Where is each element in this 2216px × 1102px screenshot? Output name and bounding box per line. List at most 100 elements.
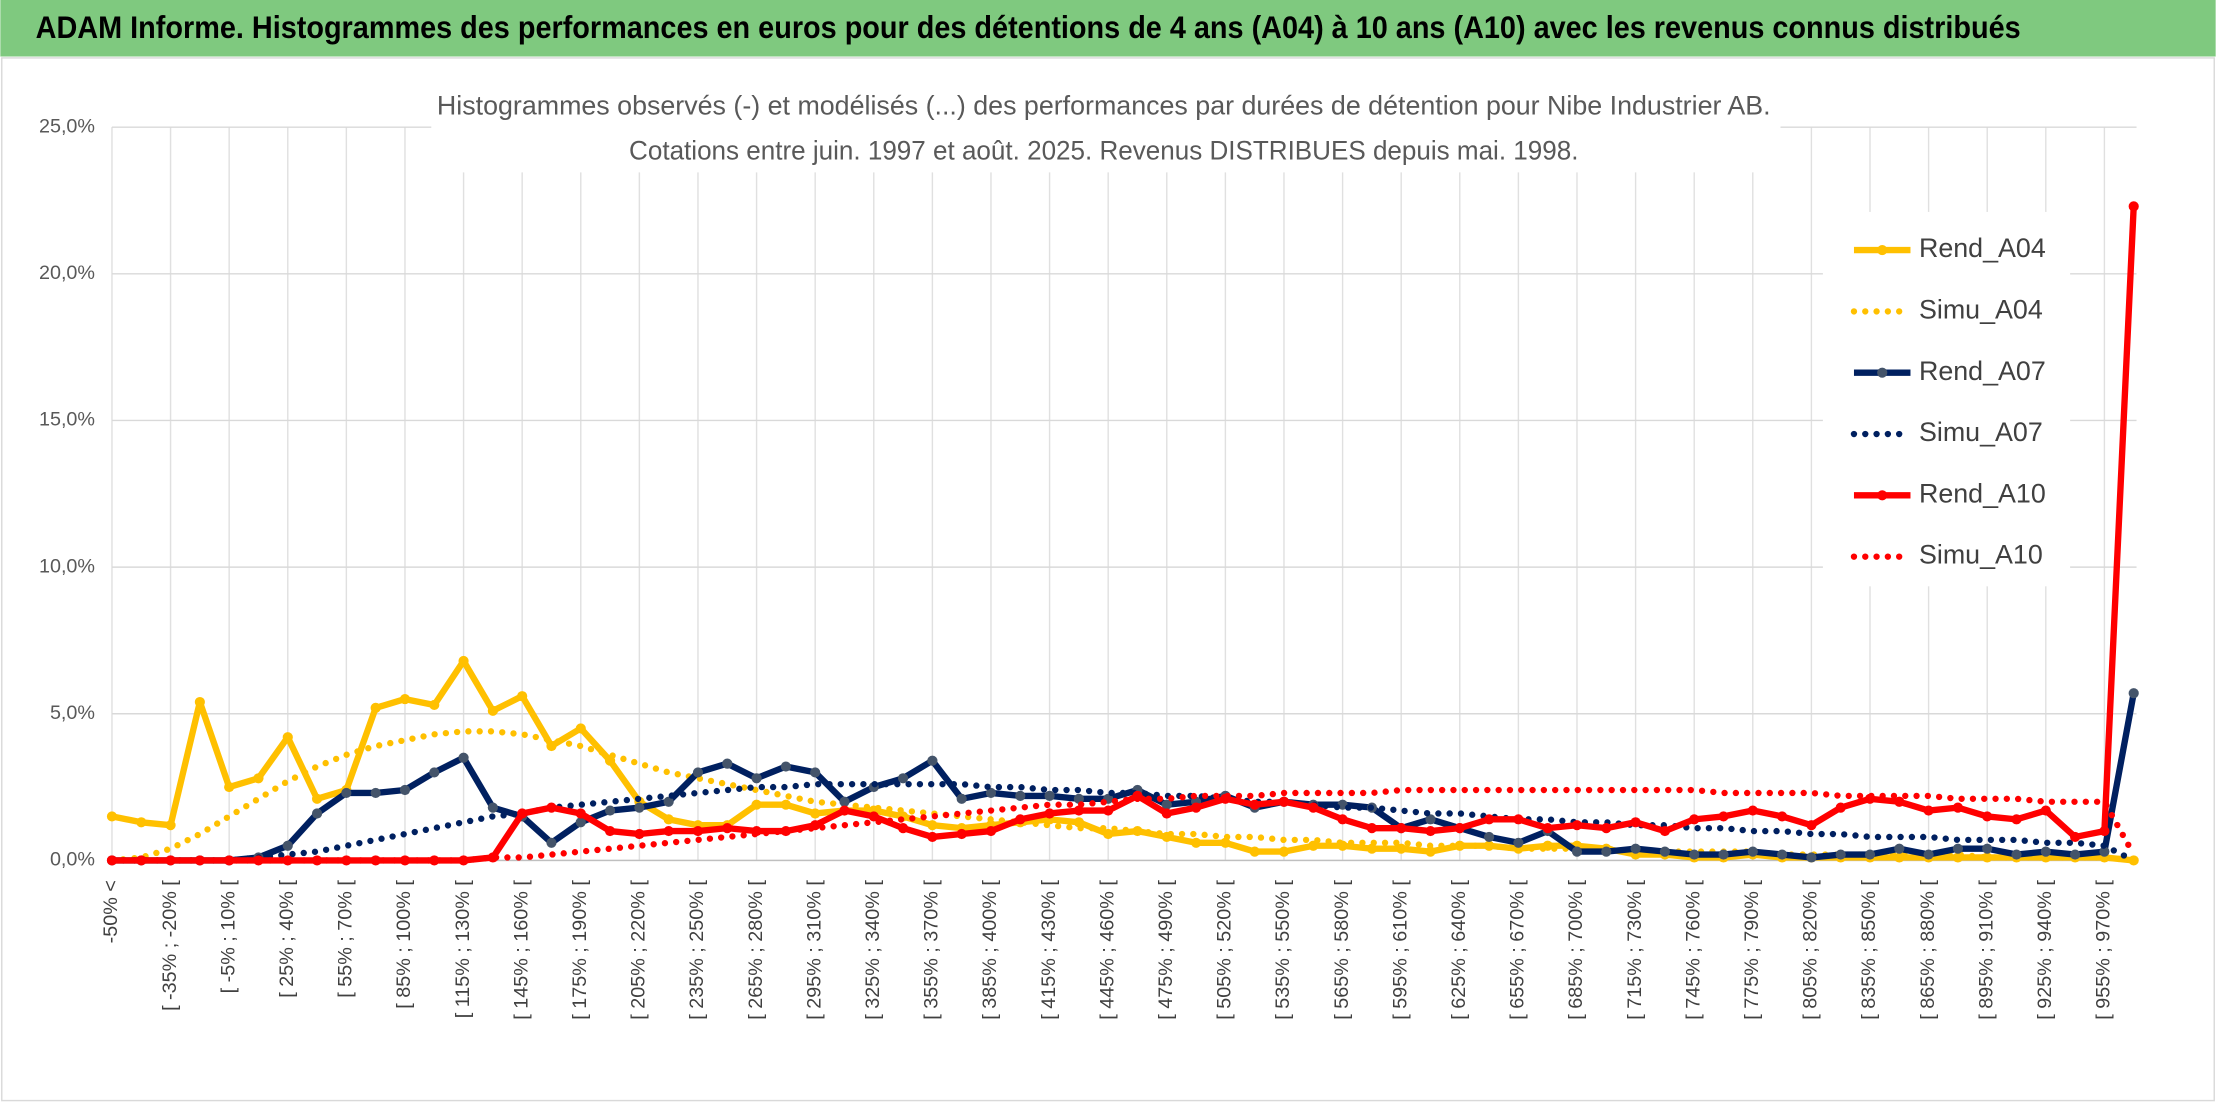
series-marker [634,802,645,813]
legend-label: Rend_A07 [1919,356,2046,386]
series-marker [165,820,176,831]
x-tick-label: [ 55% ; 70% [ [335,880,357,998]
series-marker [1571,846,1583,857]
series-marker [1015,790,1026,801]
series-marker [399,694,411,705]
x-tick-label: [ 85% ; 100% [ [393,880,415,1009]
series-marker [604,825,616,837]
series-marker [487,705,498,716]
series-marker [1777,849,1788,860]
series-marker [2011,814,2022,825]
x-tick-label: [ 835% ; 850% [ [1858,880,1880,1020]
series-marker [1601,846,1612,857]
series-marker [839,805,850,816]
x-tick-label: [ 595% ; 610% [ [1389,880,1411,1020]
series-marker [1777,811,1788,822]
series-marker [1366,843,1377,854]
legend-marker [1877,244,1888,256]
x-tick-label: [ 175% ; 190% [ [569,880,591,1020]
series-marker [1630,817,1641,828]
series-line [108,780,2137,864]
series-marker [692,825,704,837]
series-marker [282,840,293,851]
series-marker [692,767,704,778]
series-marker [1864,849,1876,860]
series-marker [1513,837,1524,848]
x-tick-label: [ 865% ; 880% [ [1917,880,1939,1020]
chart-subtitle: Cotations entre juin. 1997 et août. 2025… [629,136,1578,166]
x-tick-label: [ 205% ; 220% [ [628,880,650,1020]
series-marker [575,723,586,734]
series-marker [282,732,293,743]
series-marker [810,808,821,819]
series-marker [2099,825,2110,837]
series-marker [1308,802,1319,813]
series-marker [399,784,411,796]
x-tick-label: [ 535% ; 550% [ [1272,880,1294,1020]
title-backdrop [431,84,1781,173]
series-marker [370,702,381,713]
x-tick-label: [ 805% ; 820% [ [1800,880,1822,1020]
series-marker [927,831,938,843]
x-tick-label: [ 505% ; 520% [ [1214,880,1236,1020]
series-marker [2011,849,2022,860]
series-marker [1542,823,1553,834]
series-marker [224,781,235,793]
x-tick-label: [ 895% ; 910% [ [1975,880,1997,1020]
series-marker [927,820,938,831]
series-marker [1396,843,1407,854]
legend-label: Simu_A10 [1919,540,2043,570]
x-tick-label: [ 625% ; 640% [ [1448,880,1470,1020]
series-marker [663,814,674,825]
series-marker [1806,852,1817,863]
series-marker [2128,688,2139,699]
series-marker [1982,843,1993,854]
x-tick-label: [ 235% ; 250% [ [686,880,708,1020]
series-marker [985,787,997,799]
series-marker [1220,837,1231,848]
series-marker [1278,796,1290,807]
series-marker [458,655,469,667]
series-marker [1718,849,1729,860]
series-marker [985,825,997,837]
series-marker [1396,823,1407,834]
series-marker [429,767,440,778]
x-tick-label: [ 145% ; 160% [ [510,880,532,1020]
series-marker [1630,843,1641,854]
series-marker [1952,843,1963,854]
x-tick-label: [ 385% ; 400% [ [979,880,1001,1020]
series-marker [575,817,586,828]
legend-marker [1877,367,1888,378]
x-tick-label: [ 745% ; 760% [ [1682,880,1704,1020]
chart-title: Histogrammes observés (-) et modélisés (… [437,90,1771,120]
x-tick-label: [ 565% ; 580% [ [1331,880,1353,1020]
series-marker [282,855,293,866]
series-marker [1894,843,1905,854]
series-marker [1718,811,1729,822]
series-marker [1747,805,1758,816]
series-marker [1103,828,1114,840]
series-marker [1425,846,1436,857]
series-marker [1044,808,1055,819]
series-marker [810,767,821,778]
x-tick-label: [ 685% ; 700% [ [1565,880,1587,1020]
series-marker [311,808,323,819]
series-marker [1484,814,1495,825]
series-marker [311,793,323,804]
series-marker [487,802,498,813]
x-tick-label: [ -35% ; -20% [ [159,880,181,1011]
series-marker [1923,849,1934,860]
series-marker [2040,846,2051,857]
series-marker [927,755,938,766]
y-tick-label: 0,0% [50,849,95,871]
series-marker [1923,805,1934,816]
legend-label: Rend_A10 [1919,478,2046,508]
series-marker [1835,849,1846,860]
series-marker [1425,814,1436,825]
series-marker [1308,840,1319,851]
series-line [108,728,2137,864]
series-marker [458,752,469,763]
series-marker [780,761,791,772]
series-marker [253,773,264,784]
